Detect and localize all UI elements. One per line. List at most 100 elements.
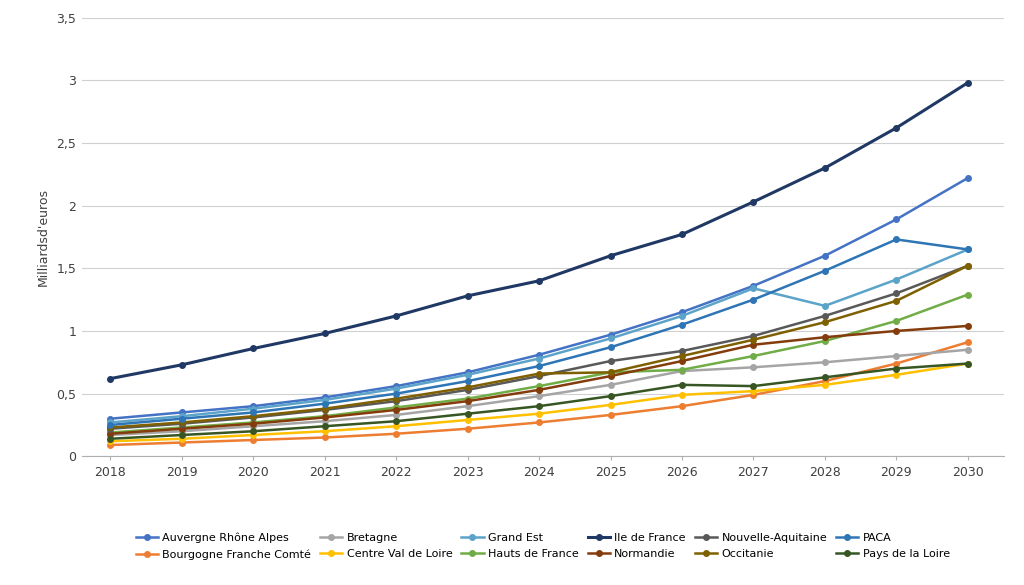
- Normandie: [890, 328, 902, 335]
- Normandie: [819, 333, 831, 340]
- Nouvelle-Aquitaine: [890, 290, 902, 297]
- Line: Ile de France: Ile de France: [108, 80, 971, 381]
- Pays de la Loire: [676, 381, 688, 388]
- Auvergne Rhône Alpes: [104, 415, 117, 422]
- Pays de la Loire: [748, 383, 760, 390]
- Auvergne Rhône Alpes: [890, 216, 902, 223]
- Nouvelle-Aquitaine: [748, 332, 760, 339]
- Ile de France: [748, 198, 760, 205]
- Grand Est: [104, 419, 117, 426]
- Bourgogne Franche Comté: [247, 436, 259, 443]
- Pays de la Loire: [962, 360, 974, 367]
- Line: Occitanie: Occitanie: [108, 263, 971, 430]
- Normandie: [604, 373, 616, 380]
- Ile de France: [462, 292, 474, 300]
- Auvergne Rhône Alpes: [176, 409, 188, 416]
- Hauts de France: [104, 429, 117, 436]
- PACA: [604, 344, 616, 351]
- Ile de France: [604, 252, 616, 259]
- Ile de France: [104, 375, 117, 382]
- Nouvelle-Aquitaine: [962, 262, 974, 269]
- Occitanie: [104, 424, 117, 431]
- Ile de France: [962, 79, 974, 86]
- Bretagne: [176, 428, 188, 435]
- Ile de France: [890, 125, 902, 132]
- Ile de France: [318, 330, 331, 337]
- Grand Est: [176, 412, 188, 419]
- Centre Val de Loire: [604, 401, 616, 408]
- PACA: [534, 363, 546, 370]
- Occitanie: [819, 319, 831, 326]
- Ile de France: [819, 164, 831, 171]
- Grand Est: [604, 335, 616, 342]
- Line: PACA: PACA: [108, 237, 971, 428]
- Bretagne: [104, 432, 117, 439]
- Nouvelle-Aquitaine: [462, 386, 474, 393]
- Auvergne Rhône Alpes: [534, 351, 546, 358]
- Bretagne: [890, 353, 902, 360]
- Bourgogne Franche Comté: [390, 430, 402, 437]
- PACA: [819, 267, 831, 274]
- Bretagne: [247, 423, 259, 430]
- Hauts de France: [890, 318, 902, 325]
- Occitanie: [390, 395, 402, 402]
- Occitanie: [962, 262, 974, 269]
- Pays de la Loire: [462, 410, 474, 417]
- Grand Est: [247, 405, 259, 412]
- Centre Val de Loire: [819, 381, 831, 388]
- PACA: [318, 400, 331, 407]
- Normandie: [390, 407, 402, 414]
- Grand Est: [748, 285, 760, 292]
- Bretagne: [534, 393, 546, 400]
- Hauts de France: [247, 419, 259, 426]
- Normandie: [962, 322, 974, 329]
- Pays de la Loire: [819, 374, 831, 381]
- Bourgogne Franche Comté: [676, 402, 688, 409]
- Occitanie: [676, 353, 688, 360]
- Bourgogne Franche Comté: [890, 360, 902, 367]
- Auvergne Rhône Alpes: [390, 383, 402, 390]
- Occitanie: [176, 419, 188, 426]
- Nouvelle-Aquitaine: [534, 373, 546, 380]
- Line: Auvergne Rhône Alpes: Auvergne Rhône Alpes: [108, 176, 971, 421]
- Grand Est: [819, 302, 831, 309]
- Line: Centre Val de Loire: Centre Val de Loire: [108, 361, 971, 444]
- Hauts de France: [390, 404, 402, 411]
- Line: Grand Est: Grand Est: [108, 247, 971, 425]
- Hauts de France: [676, 366, 688, 373]
- Line: Hauts de France: Hauts de France: [108, 292, 971, 435]
- Occitanie: [247, 412, 259, 419]
- Occitanie: [318, 405, 331, 412]
- Centre Val de Loire: [390, 423, 402, 430]
- Occitanie: [604, 369, 616, 376]
- Pays de la Loire: [534, 402, 546, 409]
- Occitanie: [890, 297, 902, 304]
- Bourgogne Franche Comté: [176, 439, 188, 446]
- Line: Nouvelle-Aquitaine: Nouvelle-Aquitaine: [108, 263, 971, 432]
- Nouvelle-Aquitaine: [390, 398, 402, 405]
- Nouvelle-Aquitaine: [247, 414, 259, 421]
- Grand Est: [962, 246, 974, 253]
- Centre Val de Loire: [176, 435, 188, 442]
- Line: Bretagne: Bretagne: [108, 347, 971, 438]
- Y-axis label: Milliardsd'euros: Milliardsd'euros: [37, 188, 49, 286]
- Normandie: [176, 425, 188, 432]
- Normandie: [462, 398, 474, 405]
- Bretagne: [962, 346, 974, 353]
- Pays de la Loire: [390, 418, 402, 425]
- Nouvelle-Aquitaine: [819, 312, 831, 319]
- Hauts de France: [962, 291, 974, 298]
- Centre Val de Loire: [534, 410, 546, 417]
- Grand Est: [318, 397, 331, 404]
- Centre Val de Loire: [318, 428, 331, 435]
- Normandie: [534, 386, 546, 393]
- Line: Normandie: Normandie: [108, 323, 971, 436]
- Normandie: [748, 341, 760, 348]
- Centre Val de Loire: [962, 360, 974, 367]
- Bretagne: [390, 411, 402, 418]
- Normandie: [676, 357, 688, 364]
- Bourgogne Franche Comté: [534, 419, 546, 426]
- Bourgogne Franche Comté: [604, 411, 616, 418]
- Bretagne: [318, 418, 331, 425]
- Centre Val de Loire: [676, 391, 688, 398]
